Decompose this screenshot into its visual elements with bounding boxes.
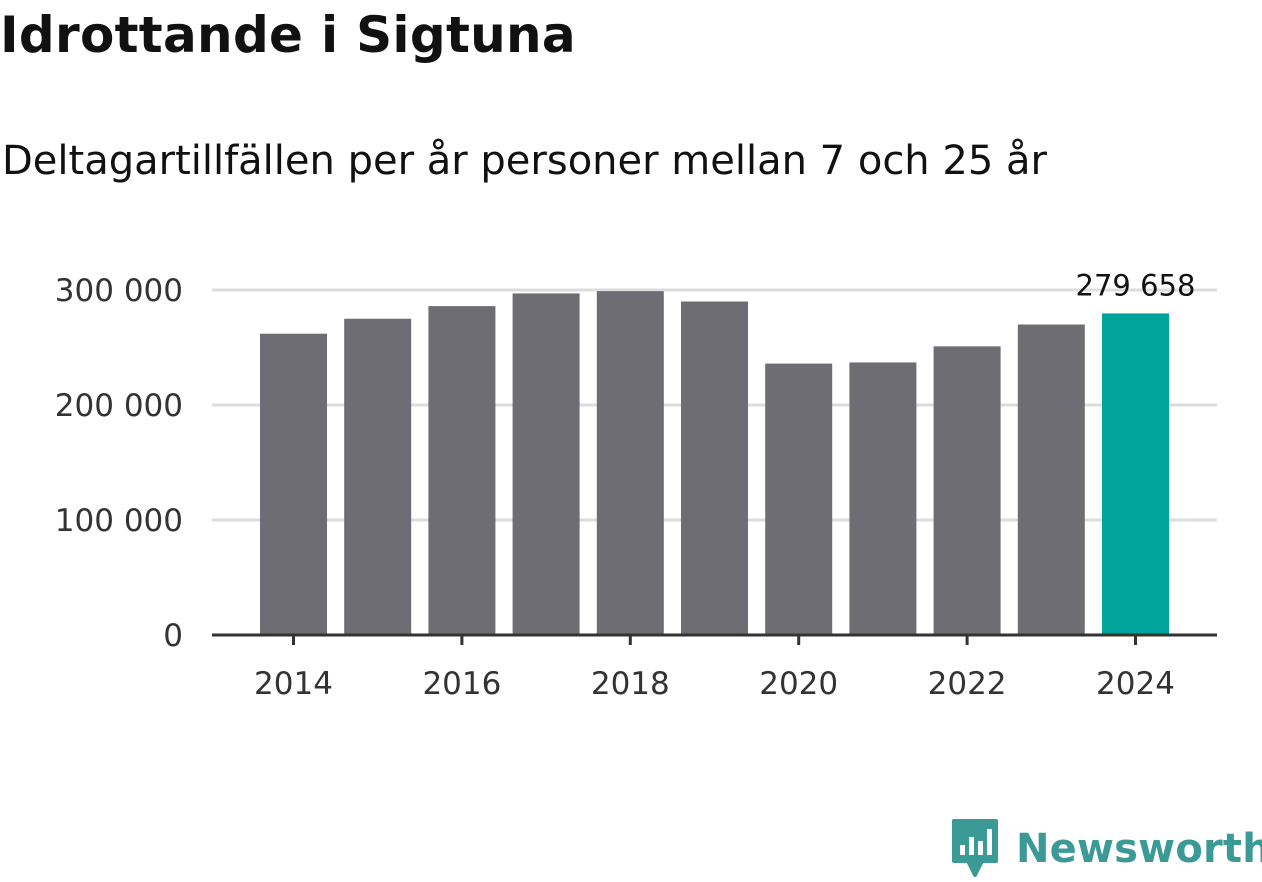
y-tick-label: 100 000	[55, 503, 183, 539]
x-tick-label: 2014	[254, 666, 333, 702]
x-axis-ticks: 2014 2016 2018 2020 2022 2024	[254, 635, 1175, 702]
data-labels: 279 658	[1076, 268, 1196, 302]
newsworthy-logo-icon	[952, 819, 998, 877]
y-tick-label: 200 000	[55, 388, 183, 424]
y-tick-label: 300 000	[55, 273, 183, 309]
chart-subtitle: Deltagartillfällen per år personer mella…	[2, 138, 1047, 184]
bar	[1102, 313, 1169, 635]
x-tick-label: 2024	[1096, 666, 1175, 702]
bars	[260, 291, 1169, 635]
y-tick-label: 0	[163, 618, 183, 654]
bar	[260, 333, 327, 635]
bar	[344, 318, 412, 635]
bar	[428, 306, 496, 635]
brand-name: Newsworthy	[1016, 826, 1262, 872]
data-label: 279 658	[1076, 268, 1196, 302]
brand: Newsworthy	[950, 816, 1262, 882]
x-tick-label: 2020	[759, 666, 838, 702]
bar	[596, 291, 664, 635]
bar	[512, 293, 580, 635]
bar	[933, 346, 1001, 635]
y-axis-ticks: 0 100 000 200 000 300 000	[55, 273, 183, 654]
chart-title: Idrottande i Sigtuna	[0, 6, 576, 64]
x-tick-label: 2018	[591, 666, 670, 702]
bar	[1017, 324, 1085, 635]
bar	[765, 363, 833, 635]
bar	[681, 301, 748, 635]
x-tick-label: 2016	[422, 666, 501, 702]
bar	[849, 362, 917, 635]
x-tick-label: 2022	[928, 666, 1007, 702]
